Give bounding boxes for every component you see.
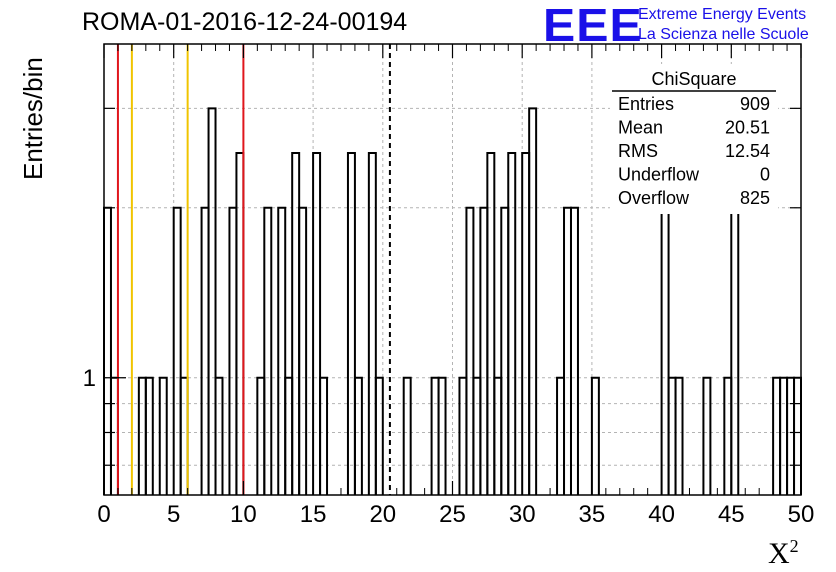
histogram-bar [312, 152, 322, 495]
x-tick-label: 50 [788, 501, 815, 528]
x-tick-label: 30 [509, 501, 536, 528]
histogram-bar [786, 376, 796, 495]
histogram-bar [674, 376, 684, 495]
logo-line-2: La Scienza nelle Scuole [638, 26, 809, 43]
x-tick-label: 15 [300, 501, 327, 528]
stats-label: Underflow [618, 165, 700, 185]
histogram-bar [200, 206, 210, 495]
x-tick-label: 35 [579, 501, 606, 528]
histogram-bar [103, 206, 112, 495]
histogram-bar [730, 206, 740, 495]
stats-value: 20.51 [725, 118, 770, 138]
eee-logo: EEE [543, 0, 643, 51]
x-tick-label: 5 [167, 501, 180, 528]
stats-box-background [610, 64, 778, 214]
histogram-bar [430, 376, 440, 495]
x-tick-label: 0 [97, 501, 110, 528]
stats-value: 825 [740, 188, 770, 208]
histogram-bar [291, 152, 301, 495]
stats-label: Overflow [618, 188, 690, 208]
histogram-bar [521, 152, 531, 495]
histogram-bar [374, 376, 384, 495]
histogram-bar [479, 206, 489, 495]
histogram-bar [723, 376, 733, 495]
x-tick-label: 45 [718, 501, 745, 528]
histogram-bar [702, 376, 712, 495]
stats-value: 0 [760, 165, 770, 185]
histogram-bar [507, 152, 517, 495]
y-axis-label: Entries/bin [18, 57, 48, 180]
y-tick-label: 1 [83, 365, 96, 392]
stats-value: 12.54 [725, 141, 770, 161]
histogram-bar [137, 376, 147, 495]
histogram-bar [346, 152, 356, 495]
histogram-bar [284, 376, 294, 495]
histogram-bar [319, 376, 329, 495]
histogram-bar [263, 206, 273, 495]
x-axis-label: X2 [768, 536, 799, 571]
histogram-bar [667, 376, 677, 495]
logo-line-1: Extreme Energy Events [638, 6, 807, 23]
histogram-bar [793, 376, 802, 495]
histogram-bar [779, 376, 789, 495]
histogram-bar [214, 376, 224, 495]
histogram-bar [179, 376, 189, 495]
histogram-bar [458, 376, 468, 495]
stats-label: Mean [618, 118, 663, 138]
histogram-bar [486, 152, 496, 495]
histogram-bar [402, 376, 412, 495]
histogram-bar [207, 107, 217, 495]
stats-label: Entries [618, 94, 674, 114]
x-axis-label-symbol: X [768, 537, 790, 570]
histogram-bar [367, 152, 377, 495]
histogram-bar [298, 206, 308, 495]
histogram-bar [144, 376, 154, 495]
x-tick-label: 40 [648, 501, 675, 528]
histogram-bar [563, 206, 572, 495]
chart-title: ROMA-01-2016-12-24-00194 [82, 8, 408, 36]
histogram-bar [590, 376, 600, 495]
histogram-bar [109, 376, 119, 495]
stats-box-title: ChiSquare [651, 69, 736, 89]
stats-label: RMS [618, 141, 658, 161]
histogram-bar [353, 376, 363, 495]
histogram-bar [256, 376, 266, 495]
histogram-bar [172, 206, 182, 495]
histogram-bar [556, 376, 566, 495]
x-tick-label: 20 [369, 501, 396, 528]
histogram-bar [772, 376, 782, 495]
histogram-bar [235, 152, 245, 495]
histogram-bar [228, 206, 238, 495]
histogram-bar [493, 376, 503, 495]
histogram-bar [465, 206, 475, 495]
histogram-bar [472, 376, 482, 495]
histogram-bar [528, 107, 538, 495]
histogram-bar [569, 206, 579, 495]
x-axis-label-exponent: 2 [789, 536, 799, 556]
histogram-bar [277, 206, 287, 495]
stats-value: 909 [740, 94, 770, 114]
histogram-bar [500, 206, 510, 495]
x-tick-label: 25 [439, 501, 466, 528]
x-tick-label: 10 [230, 501, 257, 528]
histogram-bar [437, 376, 447, 495]
histogram-bar [158, 376, 168, 495]
